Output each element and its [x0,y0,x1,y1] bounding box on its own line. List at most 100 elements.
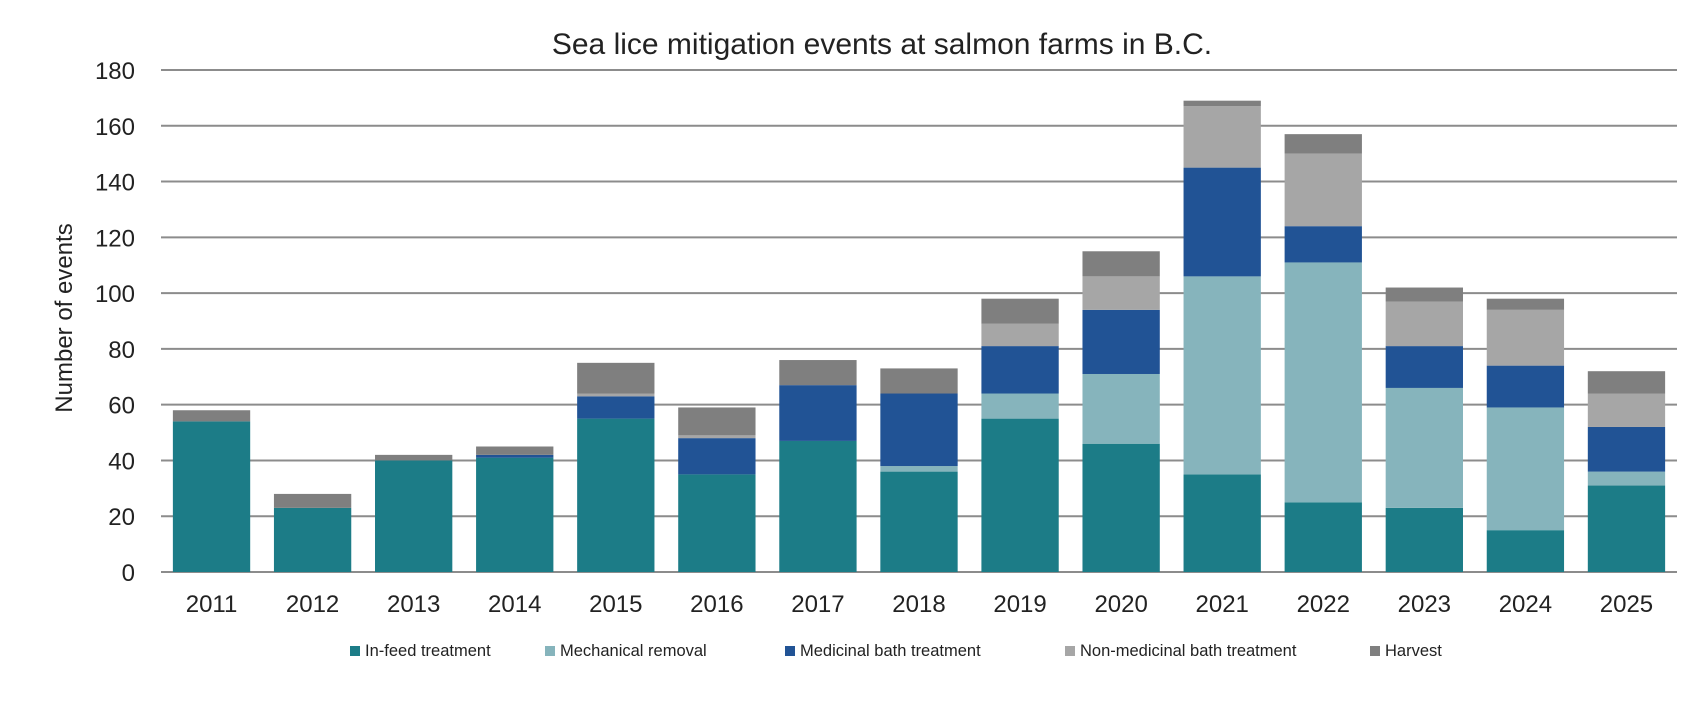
bar-segment-in-feed-treatment-2024 [1486,530,1565,572]
bar-segment-mechanical-removal-2018 [880,466,958,472]
bar-segment-non-medicinal-bath-treatment-2020 [1082,276,1160,310]
bar-segment-non-medicinal-bath-treatment-2025 [1587,393,1666,427]
bar-segment-in-feed-treatment-2019 [981,418,1059,572]
bar-segment-medicinal-bath-treatment-2025 [1587,426,1666,472]
y-tick-label: 180 [95,58,135,85]
x-tick-label: 2013 [387,591,440,618]
x-tick-label: 2018 [892,591,945,618]
bar-segment-mechanical-removal-2024 [1486,407,1565,531]
x-tick-label: 2011 [186,591,238,618]
bar-segment-harvest-2025 [1587,371,1666,394]
bar-segment-harvest-2012 [273,493,352,508]
x-tick-label: 2022 [1297,591,1350,618]
legend-label: Non-medicinal bath treatment [1080,642,1297,660]
bar-segment-harvest-2014 [476,446,554,455]
legend-item: In-feed treatment [350,642,491,660]
bar-segment-medicinal-bath-treatment-2016 [678,438,756,475]
y-tick-label: 60 [108,393,135,420]
bar-segment-in-feed-treatment-2025 [1587,485,1666,572]
x-tick-label: 2019 [993,591,1046,618]
legend-swatch [545,646,555,656]
bar-segment-in-feed-treatment-2012 [273,507,352,572]
bar-segment-non-medicinal-bath-treatment-2016 [678,435,756,439]
bar-segment-in-feed-treatment-2021 [1183,474,1261,572]
y-tick-label: 160 [95,114,135,141]
legend-item: Mechanical removal [545,642,707,660]
bar-segment-medicinal-bath-treatment-2015 [577,396,655,419]
x-tick-label: 2015 [589,591,642,618]
bar-segment-non-medicinal-bath-treatment-2022 [1284,153,1362,227]
bar-segment-medicinal-bath-treatment-2014 [476,454,554,458]
bar-segment-non-medicinal-bath-treatment-2023 [1385,301,1463,347]
bar-segment-medicinal-bath-treatment-2020 [1082,309,1160,374]
x-tick-label: 2023 [1398,591,1451,618]
y-tick-label: 80 [108,337,135,364]
x-tick-label: 2024 [1499,591,1552,618]
bar-segment-harvest-2019 [981,298,1059,324]
y-tick-label: 40 [108,448,135,475]
bar-segment-medicinal-bath-treatment-2024 [1486,365,1565,408]
x-tick-label: 2016 [690,591,743,618]
bar-segment-in-feed-treatment-2014 [476,457,554,572]
legend-label: Mechanical removal [560,642,707,660]
legend-label: In-feed treatment [365,642,491,660]
x-tick-label: 2021 [1196,591,1249,618]
bar-segment-mechanical-removal-2021 [1183,276,1261,475]
x-tick-label: 2012 [286,591,339,618]
bar-segment-mechanical-removal-2023 [1385,387,1463,508]
bar-segment-medicinal-bath-treatment-2018 [880,393,958,467]
bar-segment-harvest-2022 [1284,134,1362,154]
y-tick-label: 100 [95,281,135,308]
bar-segment-medicinal-bath-treatment-2021 [1183,167,1261,277]
legend-swatch [785,646,795,656]
bar-segment-non-medicinal-bath-treatment-2024 [1486,309,1565,366]
legend-swatch [350,646,360,656]
legend-label: Harvest [1385,642,1442,660]
bar-segment-in-feed-treatment-2022 [1284,502,1362,572]
bar-segment-harvest-2013 [375,454,453,461]
bar-segment-non-medicinal-bath-treatment-2015 [577,393,655,397]
bar-segment-in-feed-treatment-2020 [1082,443,1160,572]
bar-segment-mechanical-removal-2020 [1082,373,1160,444]
legend-item: Harvest [1370,642,1442,660]
bar-segment-in-feed-treatment-2016 [678,474,756,572]
x-tick-label: 2014 [488,591,541,618]
y-tick-label: 140 [95,170,135,197]
legend-item: Non-medicinal bath treatment [1065,642,1297,660]
legend-swatch [1370,646,1380,656]
bar-segment-mechanical-removal-2025 [1587,471,1666,486]
legend-item: Medicinal bath treatment [785,642,981,660]
bar-segment-harvest-2017 [779,360,857,386]
bar-segment-medicinal-bath-treatment-2022 [1284,226,1362,263]
bar-segment-in-feed-treatment-2018 [880,471,958,572]
bar-segment-harvest-2020 [1082,251,1160,277]
bar-segment-mechanical-removal-2019 [981,393,1059,419]
bar-segment-in-feed-treatment-2015 [577,418,655,572]
bar-segment-medicinal-bath-treatment-2023 [1385,346,1463,388]
legend-label: Medicinal bath treatment [800,642,981,660]
bar-segment-medicinal-bath-treatment-2017 [779,385,857,441]
bar-segment-harvest-2023 [1385,287,1463,302]
bar-segment-non-medicinal-bath-treatment-2019 [981,323,1059,347]
bar-segment-harvest-2015 [577,362,655,394]
bar-segment-harvest-2021 [1183,100,1261,107]
bar-segment-medicinal-bath-treatment-2019 [981,346,1059,394]
bar-segment-in-feed-treatment-2011 [172,421,251,572]
bar-segment-mechanical-removal-2022 [1284,262,1362,503]
bar-segment-non-medicinal-bath-treatment-2021 [1183,106,1261,168]
y-tick-label: 20 [108,504,135,531]
bar-segment-harvest-2016 [678,407,756,436]
x-tick-label: 2020 [1094,591,1147,618]
chart-title: Sea lice mitigation events at salmon far… [552,28,1212,61]
bar-segment-in-feed-treatment-2023 [1385,507,1463,572]
x-tick-label: 2017 [791,591,844,618]
y-tick-label: 120 [95,225,135,252]
legend-swatch [1065,646,1075,656]
bar-segment-in-feed-treatment-2017 [779,440,857,572]
bar-segment-harvest-2024 [1486,298,1565,310]
y-tick-label: 0 [122,560,135,587]
bar-segment-harvest-2011 [172,410,251,422]
bar-segment-in-feed-treatment-2013 [375,460,453,572]
bar-segment-harvest-2018 [880,368,958,394]
